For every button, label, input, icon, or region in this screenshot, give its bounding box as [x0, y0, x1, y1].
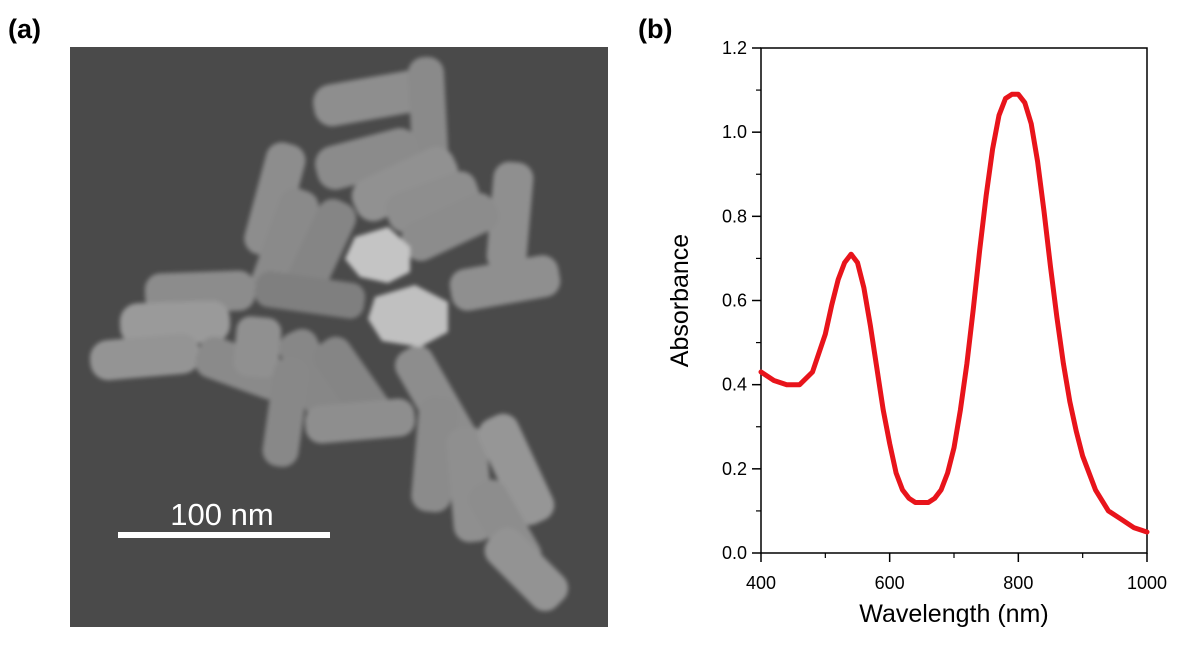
- x-axis-label: Wavelength (nm): [859, 600, 1048, 628]
- nanorod: [478, 413, 555, 526]
- nanorod: [486, 161, 534, 273]
- x-tick-label: 1000: [1127, 573, 1167, 593]
- nanorod: [385, 171, 480, 233]
- x-tick-label: 600: [875, 573, 905, 593]
- nanorod-cluster: [89, 56, 569, 612]
- nanorod: [119, 300, 231, 346]
- panel-label-a: (a): [8, 14, 41, 44]
- series-line: [758, 91, 1150, 535]
- sem-micrograph: 100 nm: [70, 47, 608, 627]
- y-tick-label: 0.4: [722, 375, 747, 395]
- nanorod: [304, 398, 416, 444]
- nanoparticle: [368, 285, 448, 347]
- nanorod: [484, 527, 569, 612]
- y-tick-label: 0.6: [722, 291, 747, 311]
- nanorod: [313, 69, 433, 127]
- nanorod: [407, 56, 449, 168]
- nanorod: [262, 357, 310, 467]
- y-tick-label: 1.0: [722, 122, 747, 142]
- scale-bar-label: 100 nm: [170, 497, 273, 532]
- scale-bar: [118, 532, 330, 538]
- x-tick-label: 800: [1003, 573, 1033, 593]
- nanorod: [449, 255, 561, 311]
- y-axis-label: Absorbance: [666, 234, 694, 367]
- panel-label-b: (b): [638, 14, 673, 44]
- nanorod: [411, 396, 459, 513]
- y-tick-label: 0.2: [722, 459, 747, 479]
- nanorod: [401, 193, 499, 261]
- y-tick-label: 1.2: [722, 38, 747, 58]
- chart-tick-labels: 0.0 0.2 0.4 0.6 0.8 1.0 1.2 400 600 800 1000: [722, 38, 1167, 593]
- nanorod: [254, 271, 366, 319]
- nanorod: [351, 146, 459, 222]
- nanorod: [233, 316, 282, 378]
- y-tick-label: 0.0: [722, 543, 747, 563]
- x-tick-label: 400: [746, 573, 776, 593]
- nanorod: [89, 333, 201, 381]
- y-tick-label: 0.8: [722, 206, 747, 226]
- chart-ticks: [752, 47, 1148, 562]
- nanoparticle: [345, 227, 410, 283]
- absorbance-chart: 0.0 0.2 0.4 0.6 0.8 1.0 1.2 400 600 800 1000 Wavel…: [666, 38, 1167, 628]
- nanorod: [244, 142, 306, 257]
